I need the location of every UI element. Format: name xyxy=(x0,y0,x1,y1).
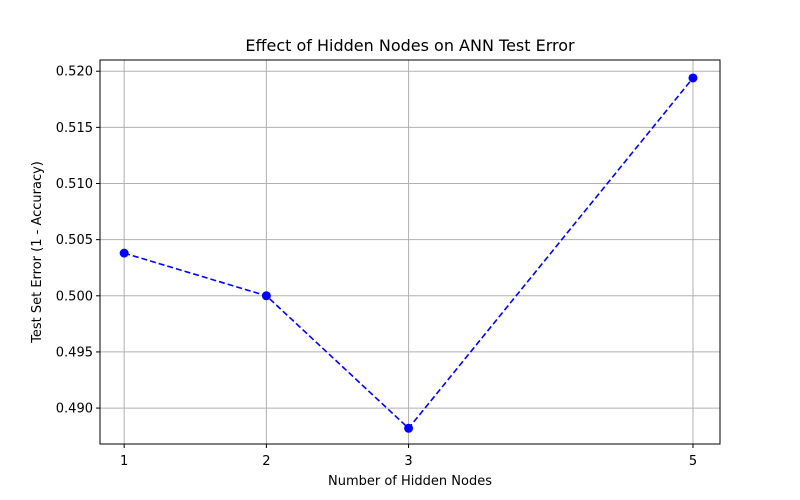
y-axis-ticks: 0.490 0.495 0.500 0.505 0.510 0.515 0.520 xyxy=(56,65,100,417)
x-tick-label: 1 xyxy=(120,454,128,469)
y-tick-label: 0.505 xyxy=(56,233,93,248)
y-tick-label: 0.510 xyxy=(56,177,93,192)
y-tick-label: 0.490 xyxy=(56,402,93,417)
y-tick-label: 0.515 xyxy=(56,121,93,136)
y-tick-label: 0.520 xyxy=(56,65,93,80)
data-point xyxy=(404,423,414,433)
x-tick-label: 3 xyxy=(404,454,412,469)
x-tick-label: 2 xyxy=(262,454,270,469)
data-points xyxy=(119,73,698,433)
chart-title: Effect of Hidden Nodes on ANN Test Error xyxy=(245,36,575,55)
data-point xyxy=(119,248,129,258)
x-axis-label: Number of Hidden Nodes xyxy=(328,474,492,489)
data-point xyxy=(261,291,271,301)
y-tick-label: 0.495 xyxy=(56,345,93,360)
data-point xyxy=(688,73,698,83)
y-tick-label: 0.500 xyxy=(56,289,93,304)
x-tick-label: 5 xyxy=(689,454,697,469)
y-axis-label: Test Set Error (1 - Accuracy) xyxy=(30,161,45,344)
plot-area-frame xyxy=(99,59,721,445)
series-line xyxy=(123,77,694,430)
grid-lines xyxy=(100,60,720,444)
x-axis-ticks: 1 2 3 5 xyxy=(120,444,697,469)
